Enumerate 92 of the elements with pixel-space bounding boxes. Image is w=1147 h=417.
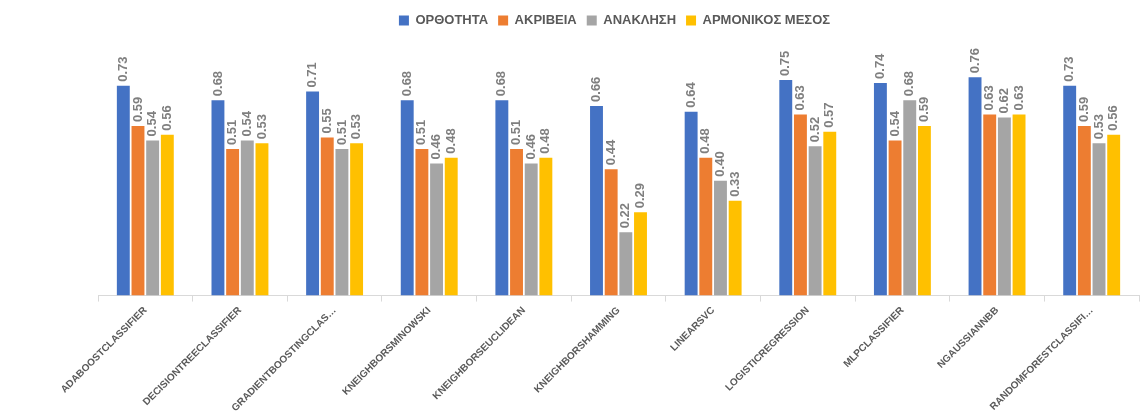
data-label: 0.56 — [158, 105, 174, 131]
data-label: 0.51 — [413, 119, 429, 146]
bar — [604, 169, 618, 296]
bar — [917, 126, 931, 296]
legend-label: ΟΡΘΟΤΗΤΑ — [415, 12, 489, 28]
bar — [590, 105, 603, 296]
data-label: 0.74 — [871, 52, 887, 79]
bar — [634, 212, 647, 296]
bar — [255, 143, 269, 296]
data-label: 0.73 — [114, 56, 130, 82]
bar — [320, 137, 334, 296]
data-label: 0.51 — [508, 119, 524, 146]
bar — [430, 163, 444, 296]
bar — [1092, 143, 1106, 296]
bar — [903, 100, 917, 296]
bar — [1077, 126, 1091, 296]
bar — [350, 143, 364, 296]
bar — [240, 140, 254, 296]
bar — [728, 200, 742, 296]
data-label: 0.57 — [821, 102, 837, 128]
bar — [873, 82, 887, 296]
bar — [983, 114, 997, 296]
data-label: 0.51 — [224, 119, 240, 146]
bar — [793, 114, 807, 296]
data-label: 0.46 — [428, 134, 444, 160]
bar — [146, 140, 160, 296]
legend-label: ΑΡΜΟΝΙΚΟΣ ΜΕΣΟΣ — [702, 12, 831, 28]
data-label: 0.53 — [253, 113, 269, 140]
data-label: 0.48 — [697, 128, 713, 154]
legend-label: ΑΚΡΙΒΕΙΑ — [514, 12, 578, 28]
bar — [211, 100, 225, 296]
data-label: 0.55 — [318, 108, 334, 134]
bar — [335, 149, 349, 296]
data-label: 0.63 — [981, 85, 997, 111]
bar — [714, 180, 727, 296]
bar — [684, 111, 698, 296]
bar — [888, 140, 902, 296]
data-label: 0.68 — [209, 70, 225, 97]
data-label: 0.59 — [1075, 96, 1091, 123]
data-label: 0.73 — [1061, 56, 1077, 82]
bar — [510, 149, 523, 296]
bar — [226, 149, 240, 296]
bar — [1107, 134, 1121, 296]
bar — [306, 91, 320, 296]
data-label: 0.53 — [348, 113, 364, 140]
data-label: 0.52 — [806, 116, 822, 143]
data-label: 0.48 — [537, 128, 553, 154]
bar — [444, 157, 458, 296]
bar — [524, 163, 538, 296]
data-label: 0.68 — [493, 70, 509, 97]
data-label: 0.40 — [712, 151, 728, 177]
data-label: 0.54 — [238, 110, 254, 137]
bar — [808, 146, 822, 296]
bar — [823, 131, 837, 296]
bar — [968, 77, 982, 296]
data-label: 0.53 — [1090, 113, 1106, 140]
bar — [131, 126, 145, 296]
bar — [116, 85, 130, 296]
bar — [1063, 85, 1077, 296]
data-label: 0.56 — [1105, 105, 1121, 131]
data-label: 0.63 — [792, 85, 808, 111]
data-label: 0.75 — [777, 50, 793, 77]
data-label: 0.54 — [144, 110, 160, 137]
bar — [619, 232, 633, 296]
data-label: 0.62 — [995, 88, 1011, 114]
data-label: 0.59 — [129, 96, 145, 123]
bar — [415, 149, 429, 296]
data-label: 0.46 — [522, 134, 538, 160]
data-label: 0.68 — [901, 70, 917, 97]
data-label: 0.68 — [398, 70, 414, 97]
data-label: 0.64 — [682, 81, 698, 108]
data-label: 0.59 — [915, 96, 931, 123]
bar — [400, 100, 414, 296]
data-label: 0.51 — [333, 119, 349, 146]
bar — [779, 80, 793, 296]
bar — [997, 117, 1011, 296]
data-label: 0.76 — [966, 47, 982, 74]
data-label: 0.48 — [442, 128, 458, 154]
bar — [539, 157, 553, 296]
data-label: 0.33 — [726, 171, 742, 197]
data-label: 0.29 — [632, 182, 648, 209]
legend-label: ΑΝΑΚΛΗΣΗ — [603, 12, 677, 28]
data-label: 0.66 — [588, 76, 604, 102]
data-label: 0.44 — [602, 139, 618, 166]
data-label: 0.71 — [304, 62, 320, 88]
bar — [1012, 114, 1026, 296]
bar — [699, 157, 713, 296]
data-label: 0.22 — [617, 203, 633, 229]
data-label: 0.54 — [886, 110, 902, 137]
bar — [495, 100, 509, 296]
data-label: 0.63 — [1010, 85, 1026, 111]
bar — [160, 134, 174, 296]
